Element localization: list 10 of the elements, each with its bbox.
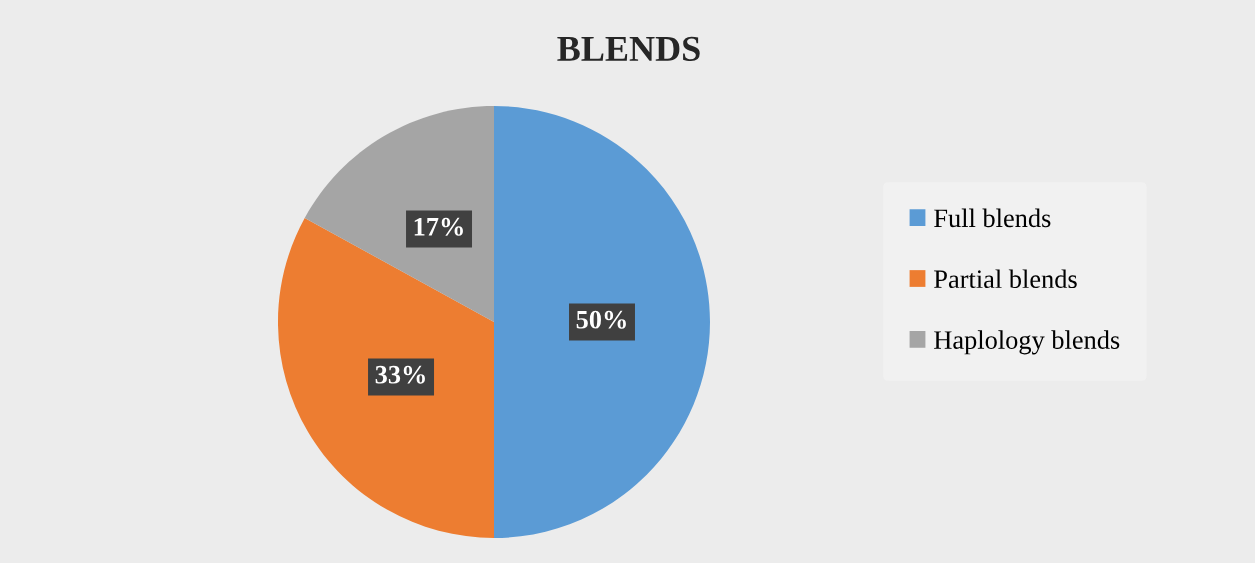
legend-label: Haplology blends (934, 330, 1120, 355)
pie-slice (494, 106, 710, 538)
legend-label: Full blends (934, 208, 1051, 228)
data-label: 33% (375, 365, 425, 384)
data-label: 17% (414, 217, 463, 236)
chart-title: BLENDS (557, 36, 700, 62)
data-label: 50% (576, 310, 626, 329)
pie-slice (304, 106, 494, 322)
legend-label: Partial blends (934, 269, 1077, 289)
pie-slice (278, 217, 494, 538)
